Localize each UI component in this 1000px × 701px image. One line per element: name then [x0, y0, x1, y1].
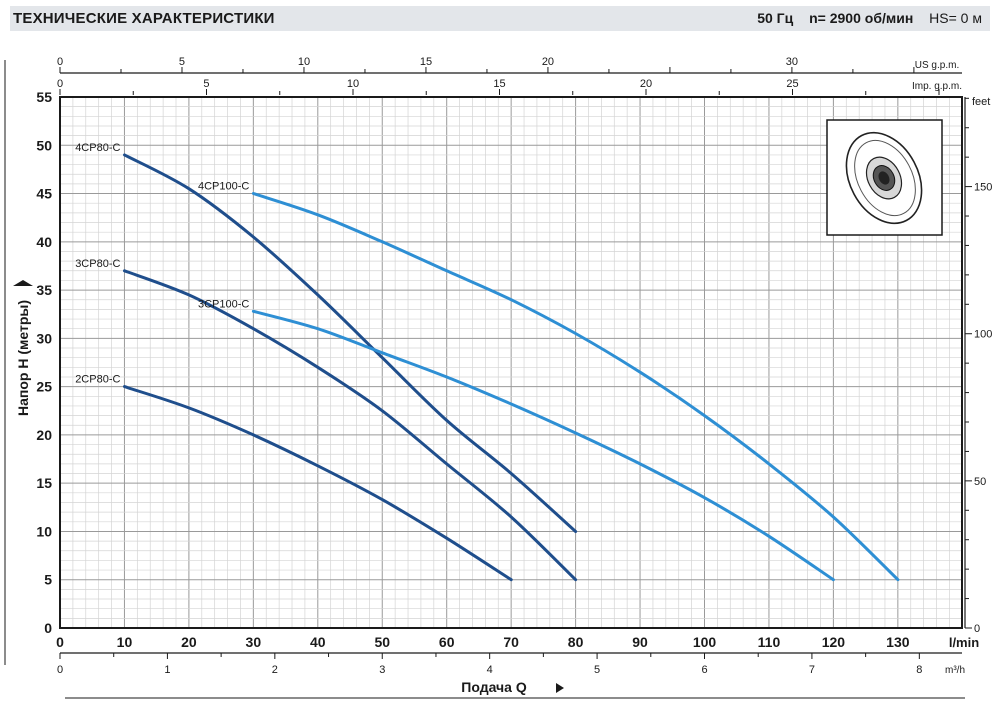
m3h-tick-label: 1: [164, 664, 170, 676]
x-tick-label: 100: [693, 634, 717, 650]
series-label-3cp80-c: 3CP80-C: [75, 258, 120, 270]
plot-frame: [59, 96, 963, 629]
x-unit-label: l/min: [949, 635, 979, 650]
usgpm-tick-label: 5: [179, 56, 185, 68]
y-tick-label: 45: [36, 186, 52, 202]
usgpm-tick-label: 15: [420, 56, 432, 68]
series-label-4cp100-c: 4CP100-C: [198, 181, 249, 193]
impgpm-tick-label: 5: [203, 78, 209, 90]
y-tick-label: 25: [36, 379, 52, 395]
chart-header: ТЕХНИЧЕСКИЕ ХАРАКТЕРИСТИКИ 50 Гц n= 2900…: [10, 6, 990, 31]
x-tick-label: 40: [310, 634, 326, 650]
m3h-tick-label: 2: [272, 664, 278, 676]
usgpm-tick-label: 30: [786, 56, 798, 68]
x-tick-label: 50: [374, 634, 390, 650]
y-tick-label: 55: [36, 89, 52, 105]
m3h-tick-label: 4: [487, 664, 493, 676]
x-axis-title: Подача Q: [461, 679, 527, 695]
usgpm-tick-label: 0: [57, 56, 63, 68]
series-line-4cp80-c: [123, 153, 578, 533]
x-tick-label: 80: [568, 634, 584, 650]
series-line-3cp100-c: [251, 309, 835, 582]
x-tick-label: 0: [56, 634, 64, 650]
m3h-tick-label: 7: [809, 664, 815, 676]
y-tick-label: 30: [36, 330, 52, 346]
impgpm-tick-label: 0: [57, 78, 63, 90]
y-tick-label: 50: [36, 137, 52, 153]
header-specs: 50 Гц n= 2900 об/мин HS= 0 м: [757, 10, 982, 26]
usgpm-unit-label: US g.p.m.: [915, 60, 959, 71]
impgpm-tick-label: 20: [640, 78, 652, 90]
x-axis-arrow-icon: [556, 683, 564, 693]
x-tick-label: 20: [181, 634, 197, 650]
y-tick-label: 15: [36, 475, 52, 491]
impgpm-tick-label: 15: [493, 78, 505, 90]
impgpm-tick-label: 10: [347, 78, 359, 90]
series-label-3cp100-c: 3CP100-C: [198, 298, 249, 310]
series-line-3cp80-c: [123, 269, 578, 582]
y-axis-arrow-icon: [13, 280, 33, 286]
y-tick-label: 5: [44, 572, 52, 588]
y-tick-label: 0: [44, 620, 52, 636]
x-tick-label: 120: [822, 634, 846, 650]
m3h-tick-label: 5: [594, 664, 600, 676]
speed-label: n= 2900 об/мин: [809, 10, 914, 26]
x-tick-label: 110: [758, 634, 781, 650]
usgpm-tick-label: 20: [542, 56, 554, 68]
impgpm-unit-label: Imp. g.p.m.: [912, 81, 962, 92]
series-line-4cp100-c: [251, 192, 900, 582]
impeller-inset: [826, 119, 943, 236]
usgpm-tick-label: 10: [298, 56, 310, 68]
header-title: ТЕХНИЧЕСКИЕ ХАРАКТЕРИСТИКИ: [13, 10, 275, 27]
m3h-unit-label: m³/h: [945, 665, 965, 676]
x-tick-label: 70: [503, 634, 519, 650]
feet-tick-label: 150: [974, 182, 992, 194]
m3h-tick-label: 8: [916, 664, 922, 676]
x-tick-label: 60: [439, 634, 455, 650]
y-tick-label: 20: [36, 427, 52, 443]
x-tick-label: 90: [632, 634, 648, 650]
m3h-tick-label: 6: [701, 664, 707, 676]
x-tick-label: 10: [117, 634, 133, 650]
x-tick-label: 30: [246, 634, 262, 650]
suction-label: HS= 0 м: [929, 10, 982, 26]
x-tick-label: 130: [886, 634, 910, 650]
impgpm-tick-label: 25: [786, 78, 798, 90]
y-tick-label: 10: [36, 523, 52, 539]
feet-tick-label: 100: [974, 329, 992, 341]
feet-tick-label: 0: [974, 623, 980, 635]
feet-tick-label: 50: [974, 476, 986, 488]
y-axis-title: Напор H (метры): [15, 300, 31, 416]
m3h-tick-label: 0: [57, 664, 63, 676]
m3h-tick-label: 3: [379, 664, 385, 676]
series-label-4cp80-c: 4CP80-C: [75, 142, 120, 154]
series-line-2cp80-c: [123, 385, 513, 582]
series-label-2cp80-c: 2CP80-C: [75, 374, 120, 386]
y-tick-label: 35: [36, 282, 52, 298]
feet-unit-label: feet: [972, 96, 990, 108]
frequency-label: 50 Гц: [757, 10, 794, 26]
impeller-icon: [845, 131, 923, 225]
y-tick-label: 40: [36, 234, 52, 250]
